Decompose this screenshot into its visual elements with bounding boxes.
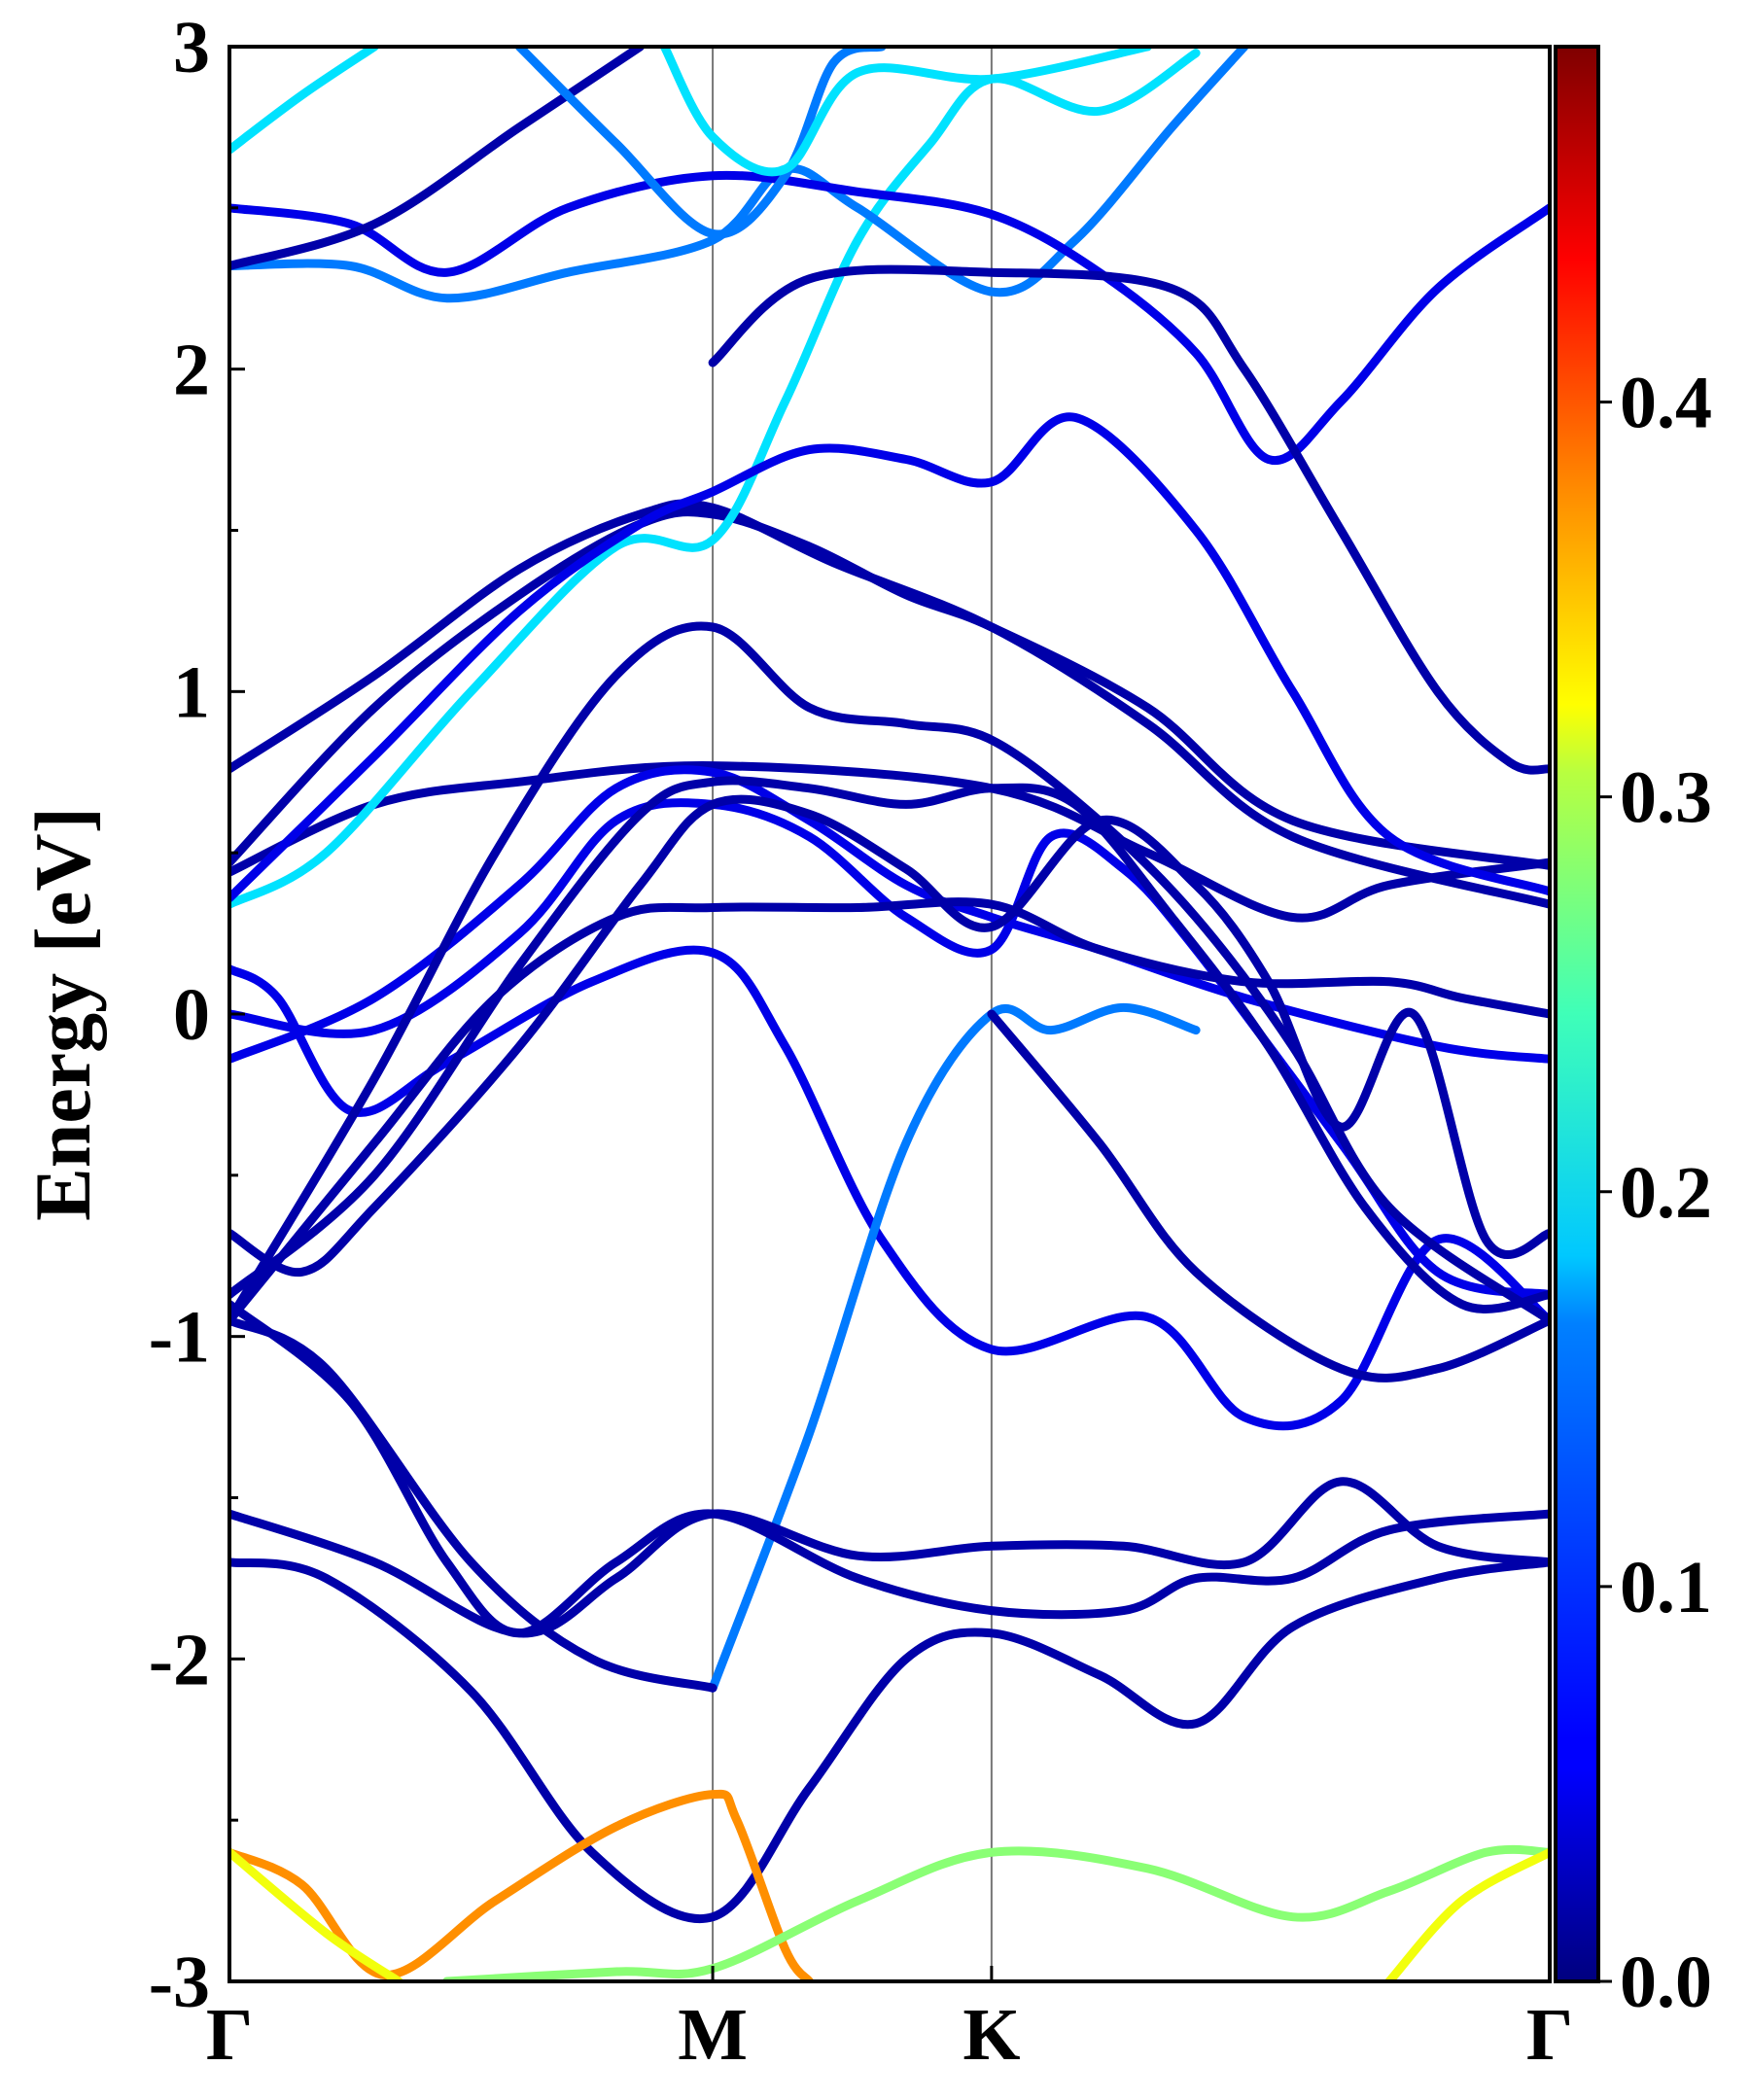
- band-line-22: [229, 1315, 718, 1693]
- plot-frame: [228, 45, 1552, 1983]
- band-line-9: [229, 47, 379, 155]
- x-tick-label: M: [678, 1994, 748, 2076]
- colorbar: [1554, 45, 1600, 1983]
- x-tick-label: Γ: [206, 1994, 253, 2076]
- y-tick-label: 2: [173, 330, 210, 411]
- band-line-15: [229, 765, 1550, 1064]
- band-line-19: [229, 794, 1550, 1277]
- colorbar-ticks: 0.0 0.1 0.2 0.3 0.4: [1598, 363, 1712, 2023]
- band-line-5: [229, 412, 1550, 903]
- band-line-1: [229, 499, 1550, 909]
- high-symmetry-lines: [712, 47, 993, 1981]
- band-line-23: [229, 1300, 1550, 1638]
- band-line-12: [708, 264, 1550, 775]
- colorbar-tick-label: 0.4: [1620, 363, 1712, 444]
- band-line-26: [229, 1789, 814, 1981]
- band-line-11: [659, 47, 1152, 177]
- colorbar-tick-label: 0.0: [1620, 1942, 1712, 2023]
- y-tick-label: -1: [149, 1297, 210, 1379]
- band-line-13: [229, 945, 1550, 1431]
- band-line-10: [514, 47, 887, 239]
- band-line-29: [1384, 1847, 1550, 1981]
- band-line-8: [229, 47, 645, 270]
- y-axis-label: Energy [eV]: [18, 807, 107, 1221]
- colorbar-tick-label: 0.2: [1620, 1152, 1712, 1234]
- y-tick-label: 3: [173, 7, 210, 88]
- band-line-25: [229, 1558, 1550, 1923]
- x-tick-label: K: [962, 1994, 1020, 2076]
- band-lines: [229, 47, 1550, 1981]
- y-axis-ticks: 3 2 1 0 -1 -2 -3: [149, 7, 245, 2023]
- y-tick-label: 1: [173, 651, 210, 733]
- y-tick-label: -3: [149, 1942, 210, 2023]
- band-line-17: [229, 621, 1550, 1325]
- y-tick-label: -2: [149, 1619, 210, 1700]
- band-line-27: [229, 1847, 403, 1981]
- x-tick-label: Γ: [1526, 1994, 1573, 2076]
- colorbar-tick-label: 0.1: [1620, 1547, 1712, 1628]
- band-line-7: [229, 170, 1550, 466]
- colorbar-tick-label: 0.3: [1620, 757, 1712, 839]
- band-line-3: [229, 761, 1550, 923]
- band-line-2: [229, 508, 1550, 870]
- band-line-16: [229, 897, 1550, 1325]
- band-line-18: [229, 776, 1550, 1313]
- band-line-21: [987, 1009, 1550, 1382]
- band-line-20: [708, 1002, 1201, 1693]
- y-tick-label: 0: [173, 974, 210, 1056]
- band-line-28: [442, 1844, 1550, 1981]
- band-line-24: [229, 1477, 1550, 1638]
